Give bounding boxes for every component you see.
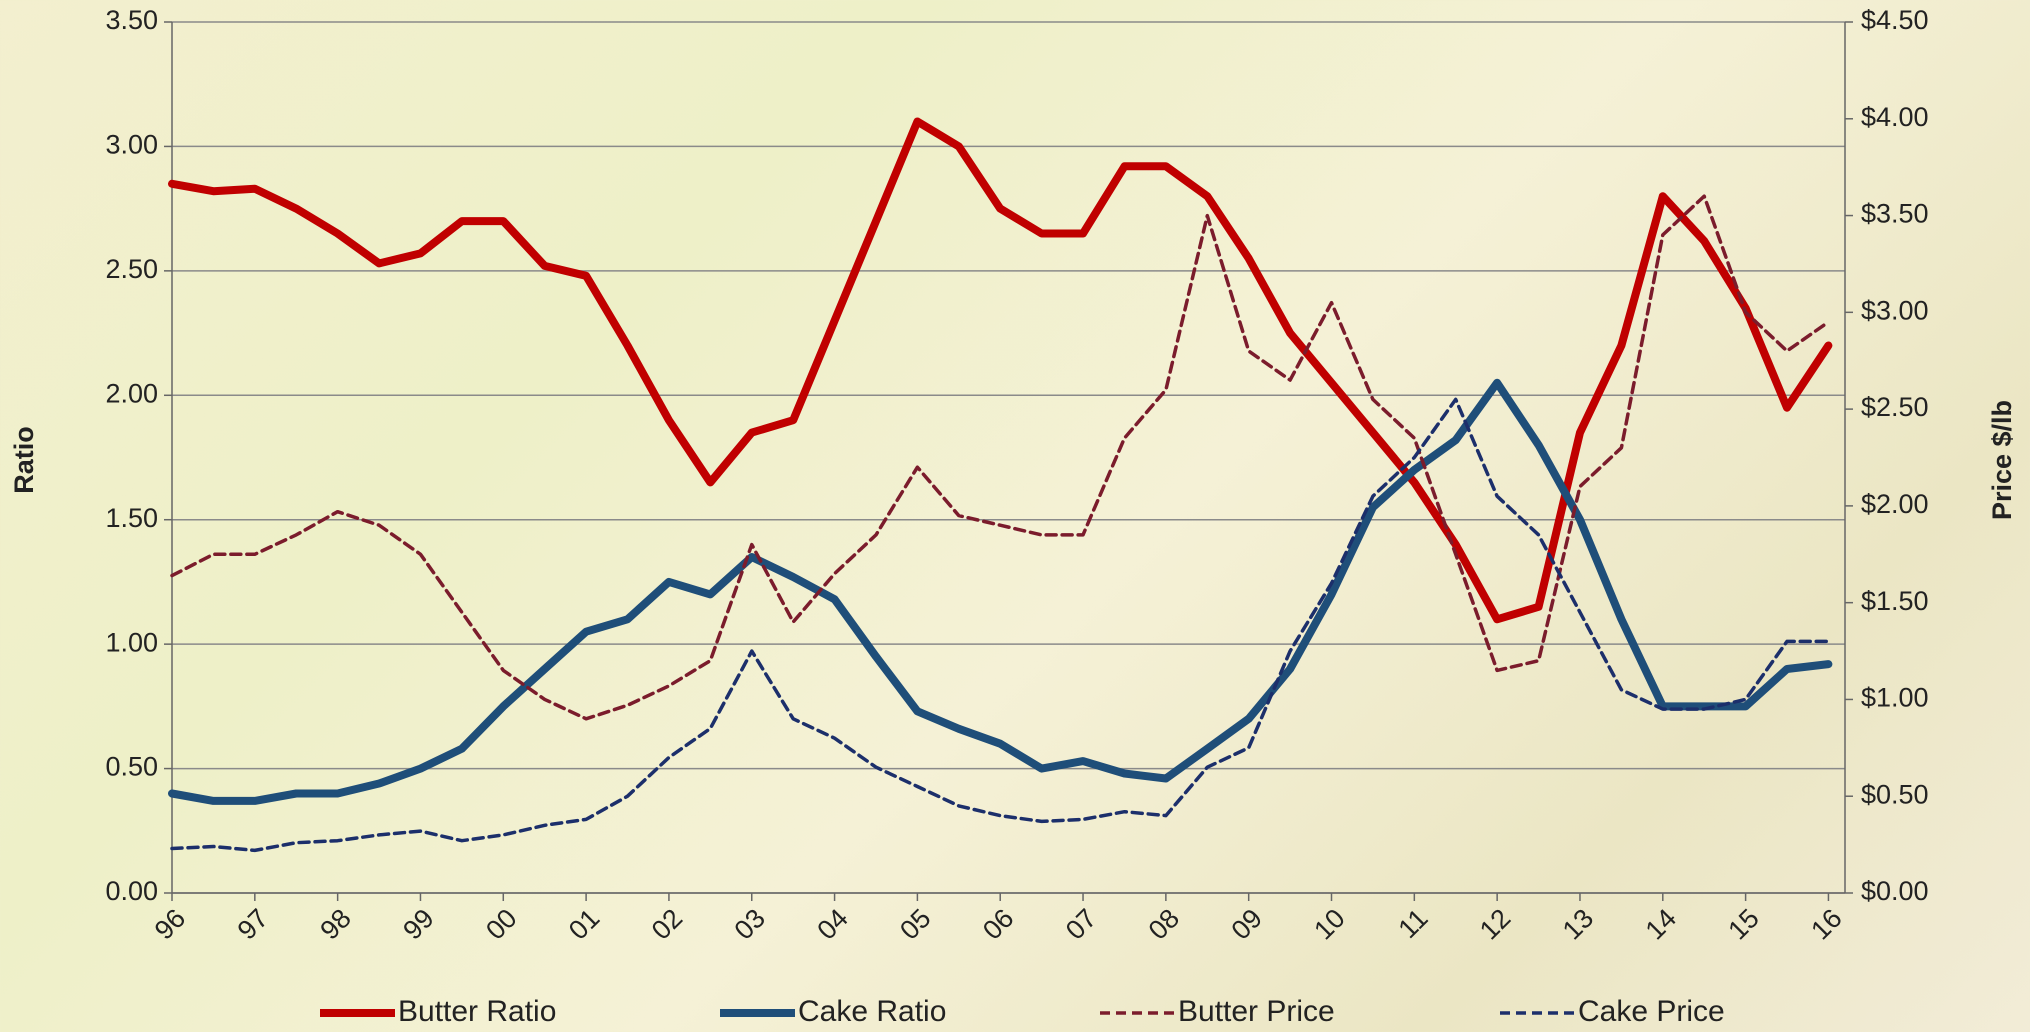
x-tick-label: 99 <box>397 903 439 945</box>
y2-tick-label: $2.50 <box>1861 392 1929 422</box>
y-tick-label: 0.50 <box>105 752 158 782</box>
y2-tick-label: $0.00 <box>1861 876 1929 906</box>
x-tick-label: 10 <box>1308 903 1350 945</box>
x-tick-label: 01 <box>563 903 605 945</box>
x-tick-label: 09 <box>1226 903 1268 945</box>
legend-label: Cake Ratio <box>798 995 946 1028</box>
x-tick-label: 05 <box>894 903 936 945</box>
series-line <box>168 378 1833 805</box>
y-tick-label: 1.00 <box>105 627 158 657</box>
x-tick-label: 02 <box>646 903 688 945</box>
x-tick-label: 06 <box>977 903 1019 945</box>
x-tick-label: 11 <box>1393 903 1434 944</box>
legend-label: Cake Price <box>1578 995 1725 1028</box>
y-tick-label: 3.50 <box>105 5 158 35</box>
y-tick-label: 0.00 <box>105 876 158 906</box>
y2-tick-label: $1.00 <box>1861 683 1929 713</box>
x-tick-label: 07 <box>1060 903 1102 945</box>
x-tick-label: 15 <box>1722 903 1764 945</box>
y2-tick-label: $0.50 <box>1861 779 1929 809</box>
x-tick-label: 12 <box>1474 903 1516 945</box>
y2-axis-label: Price $/lb <box>1987 400 2017 520</box>
series-line <box>170 397 1831 853</box>
x-tick-label: 04 <box>811 903 853 945</box>
y-tick-label: 1.50 <box>105 503 158 533</box>
x-tick-label: 14 <box>1640 903 1682 945</box>
x-tick-label: 97 <box>232 903 274 945</box>
legend-label: Butter Price <box>1178 995 1335 1028</box>
x-tick-label: 00 <box>480 903 522 945</box>
x-tick-label: 16 <box>1805 903 1847 945</box>
x-tick-label: 98 <box>314 903 356 945</box>
legend-label: Butter Ratio <box>398 995 556 1028</box>
y2-tick-label: $3.50 <box>1861 199 1929 229</box>
x-tick-label: 03 <box>729 903 771 945</box>
series-line <box>170 194 1831 721</box>
y2-tick-label: $4.50 <box>1861 5 1929 35</box>
y2-tick-label: $1.50 <box>1861 586 1929 616</box>
y2-tick-label: $2.00 <box>1861 489 1929 519</box>
x-tick-label: 08 <box>1143 903 1185 945</box>
y-tick-label: 2.50 <box>105 254 158 284</box>
y2-tick-label: $4.00 <box>1861 102 1929 132</box>
x-tick-label: 96 <box>149 903 191 945</box>
y-axis-label: Ratio <box>9 426 39 494</box>
y2-tick-label: $3.00 <box>1861 295 1929 325</box>
y-tick-label: 2.00 <box>105 378 158 408</box>
y-tick-label: 3.00 <box>105 130 158 160</box>
series-line <box>168 117 1833 624</box>
x-tick-label: 13 <box>1557 903 1599 945</box>
